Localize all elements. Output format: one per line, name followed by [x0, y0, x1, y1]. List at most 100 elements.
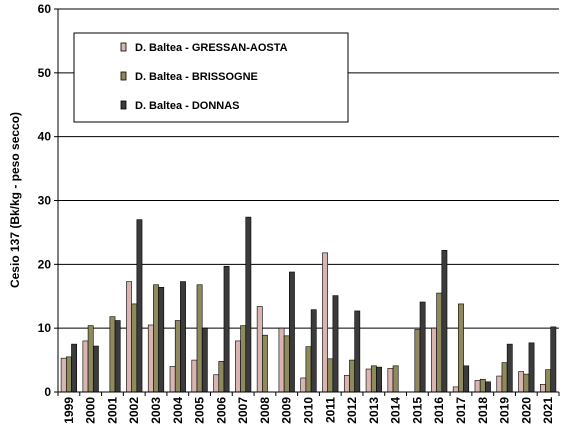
x-tick-label: 2017	[454, 397, 468, 424]
bar-2010-s2	[305, 346, 312, 393]
legend-label-gressan: D. Baltea - GRESSAN-AOSTA	[135, 42, 288, 54]
bar-2003-s2	[153, 284, 159, 393]
x-tick-label: 2014	[389, 397, 403, 424]
bar-1999-s3	[71, 343, 77, 393]
bar-2018-s3	[485, 381, 491, 393]
y-tick-label: 0	[44, 385, 51, 399]
bar-2018-s1	[474, 380, 481, 393]
bar-2015-s2	[414, 329, 421, 393]
bar-2018-s2	[479, 378, 486, 393]
bar-2009-s1	[278, 327, 285, 393]
bar-2012-s1	[343, 375, 350, 393]
y-tick-label: 30	[38, 194, 52, 208]
y-tick-label: 50	[38, 66, 52, 80]
bar-2020-s3	[528, 342, 535, 393]
x-tick-label: 2003	[149, 397, 163, 424]
legend-swatch-gressan	[120, 42, 127, 52]
bar-2021-s1	[540, 384, 546, 393]
bar-2003-s1	[147, 324, 154, 393]
x-tick-label: 2010	[302, 397, 316, 424]
bar-2019-s2	[501, 362, 508, 393]
bar-2017-s3	[463, 365, 470, 393]
bar-2000-s1	[82, 340, 89, 393]
bar-2017-s1	[452, 386, 459, 393]
bar-2016-s1	[431, 327, 437, 393]
y-tick-label: 40	[38, 130, 52, 144]
x-tick-label: 1999	[62, 397, 76, 424]
bar-2015-s3	[419, 301, 426, 393]
bar-1999-s2	[65, 356, 72, 393]
x-tick-label: 2020	[519, 397, 533, 424]
bar-2009-s3	[289, 271, 295, 393]
bar-2004-s3	[180, 281, 186, 393]
bar-2008-s1	[256, 306, 263, 393]
bar-2011-s3	[332, 295, 339, 393]
x-tick-label: 2009	[280, 397, 294, 424]
bar-2002-s3	[136, 219, 143, 393]
y-tick-label: 20	[38, 257, 52, 271]
bar-2001-s3	[114, 320, 121, 393]
bar-2013-s3	[376, 366, 382, 393]
x-tick-label: 2008	[258, 397, 272, 424]
bar-2004-s1	[169, 366, 176, 393]
legend-box	[73, 32, 349, 123]
bar-2005-s3	[201, 327, 208, 393]
bar-2010-s3	[310, 309, 317, 393]
x-tick-label: 2005	[193, 397, 207, 424]
legend-swatch-donnas	[120, 100, 127, 110]
bar-2006-s1	[213, 374, 220, 393]
y-tick-label: 60	[38, 2, 52, 16]
x-tick-label: 2002	[127, 397, 141, 424]
x-tick-label: 2018	[476, 397, 490, 424]
bar-2007-s1	[235, 340, 241, 393]
legend-swatch-brissogne	[120, 71, 127, 81]
bar-2012-s3	[354, 310, 361, 393]
y-axis-label: Cesio 137 (Bk/kg - peso secco)	[8, 112, 22, 288]
x-tick-label: 2013	[367, 397, 381, 424]
bar-2000-s2	[87, 325, 94, 393]
bar-2002-s2	[131, 303, 138, 393]
bar-2014-s2	[392, 365, 399, 393]
legend-label-donnas: D. Baltea - DONNAS	[135, 100, 240, 112]
bar-1999-s1	[60, 357, 67, 393]
bar-2004-s2	[174, 320, 181, 393]
x-tick-label: 2007	[236, 397, 250, 424]
bar-2013-s1	[365, 368, 372, 393]
bar-2019-s1	[496, 375, 503, 393]
x-tick-label: 2004	[171, 397, 185, 424]
bar-2002-s1	[126, 281, 132, 393]
bar-2003-s3	[158, 287, 165, 393]
bar-2020-s2	[523, 373, 530, 393]
bar-2013-s2	[370, 365, 377, 393]
bar-2011-s2	[327, 358, 334, 393]
bar-2009-s2	[283, 335, 290, 393]
bar-2010-s1	[300, 377, 307, 393]
bar-2017-s2	[458, 303, 464, 393]
bar-2021-s2	[545, 369, 552, 393]
legend: D. Baltea - GRESSAN-AOSTA D. Baltea - BR…	[73, 32, 349, 123]
bar-2000-s3	[92, 345, 99, 393]
x-tick-label: 2000	[84, 397, 98, 424]
bar-2007-s3	[245, 216, 252, 393]
bar-2012-s2	[349, 359, 355, 393]
x-tick-label: 2016	[432, 397, 446, 424]
x-tick-label: 2021	[541, 397, 555, 424]
x-tick-label: 2011	[323, 397, 337, 423]
x-tick-label: 2012	[345, 397, 359, 424]
bar-2008-s2	[262, 334, 268, 393]
bar-2021-s3	[550, 326, 557, 393]
bar-2020-s1	[518, 371, 525, 393]
x-tick-label: 2001	[105, 397, 119, 424]
bar-2005-s1	[191, 359, 198, 393]
bar-2016-s2	[436, 292, 443, 393]
legend-label-brissogne: D. Baltea - BRISSOGNE	[135, 71, 258, 83]
bar-2006-s2	[218, 361, 225, 393]
bar-2016-s3	[441, 249, 448, 393]
bar-2014-s1	[387, 368, 394, 393]
y-tick-label: 10	[38, 321, 52, 335]
x-tick-label: 2015	[410, 397, 424, 424]
x-tick-label: 2019	[498, 397, 512, 424]
bar-2007-s2	[240, 325, 247, 393]
y-tick-labels: 0 10 20 30 40 50 60	[38, 2, 58, 399]
bar-2006-s3	[223, 265, 230, 393]
